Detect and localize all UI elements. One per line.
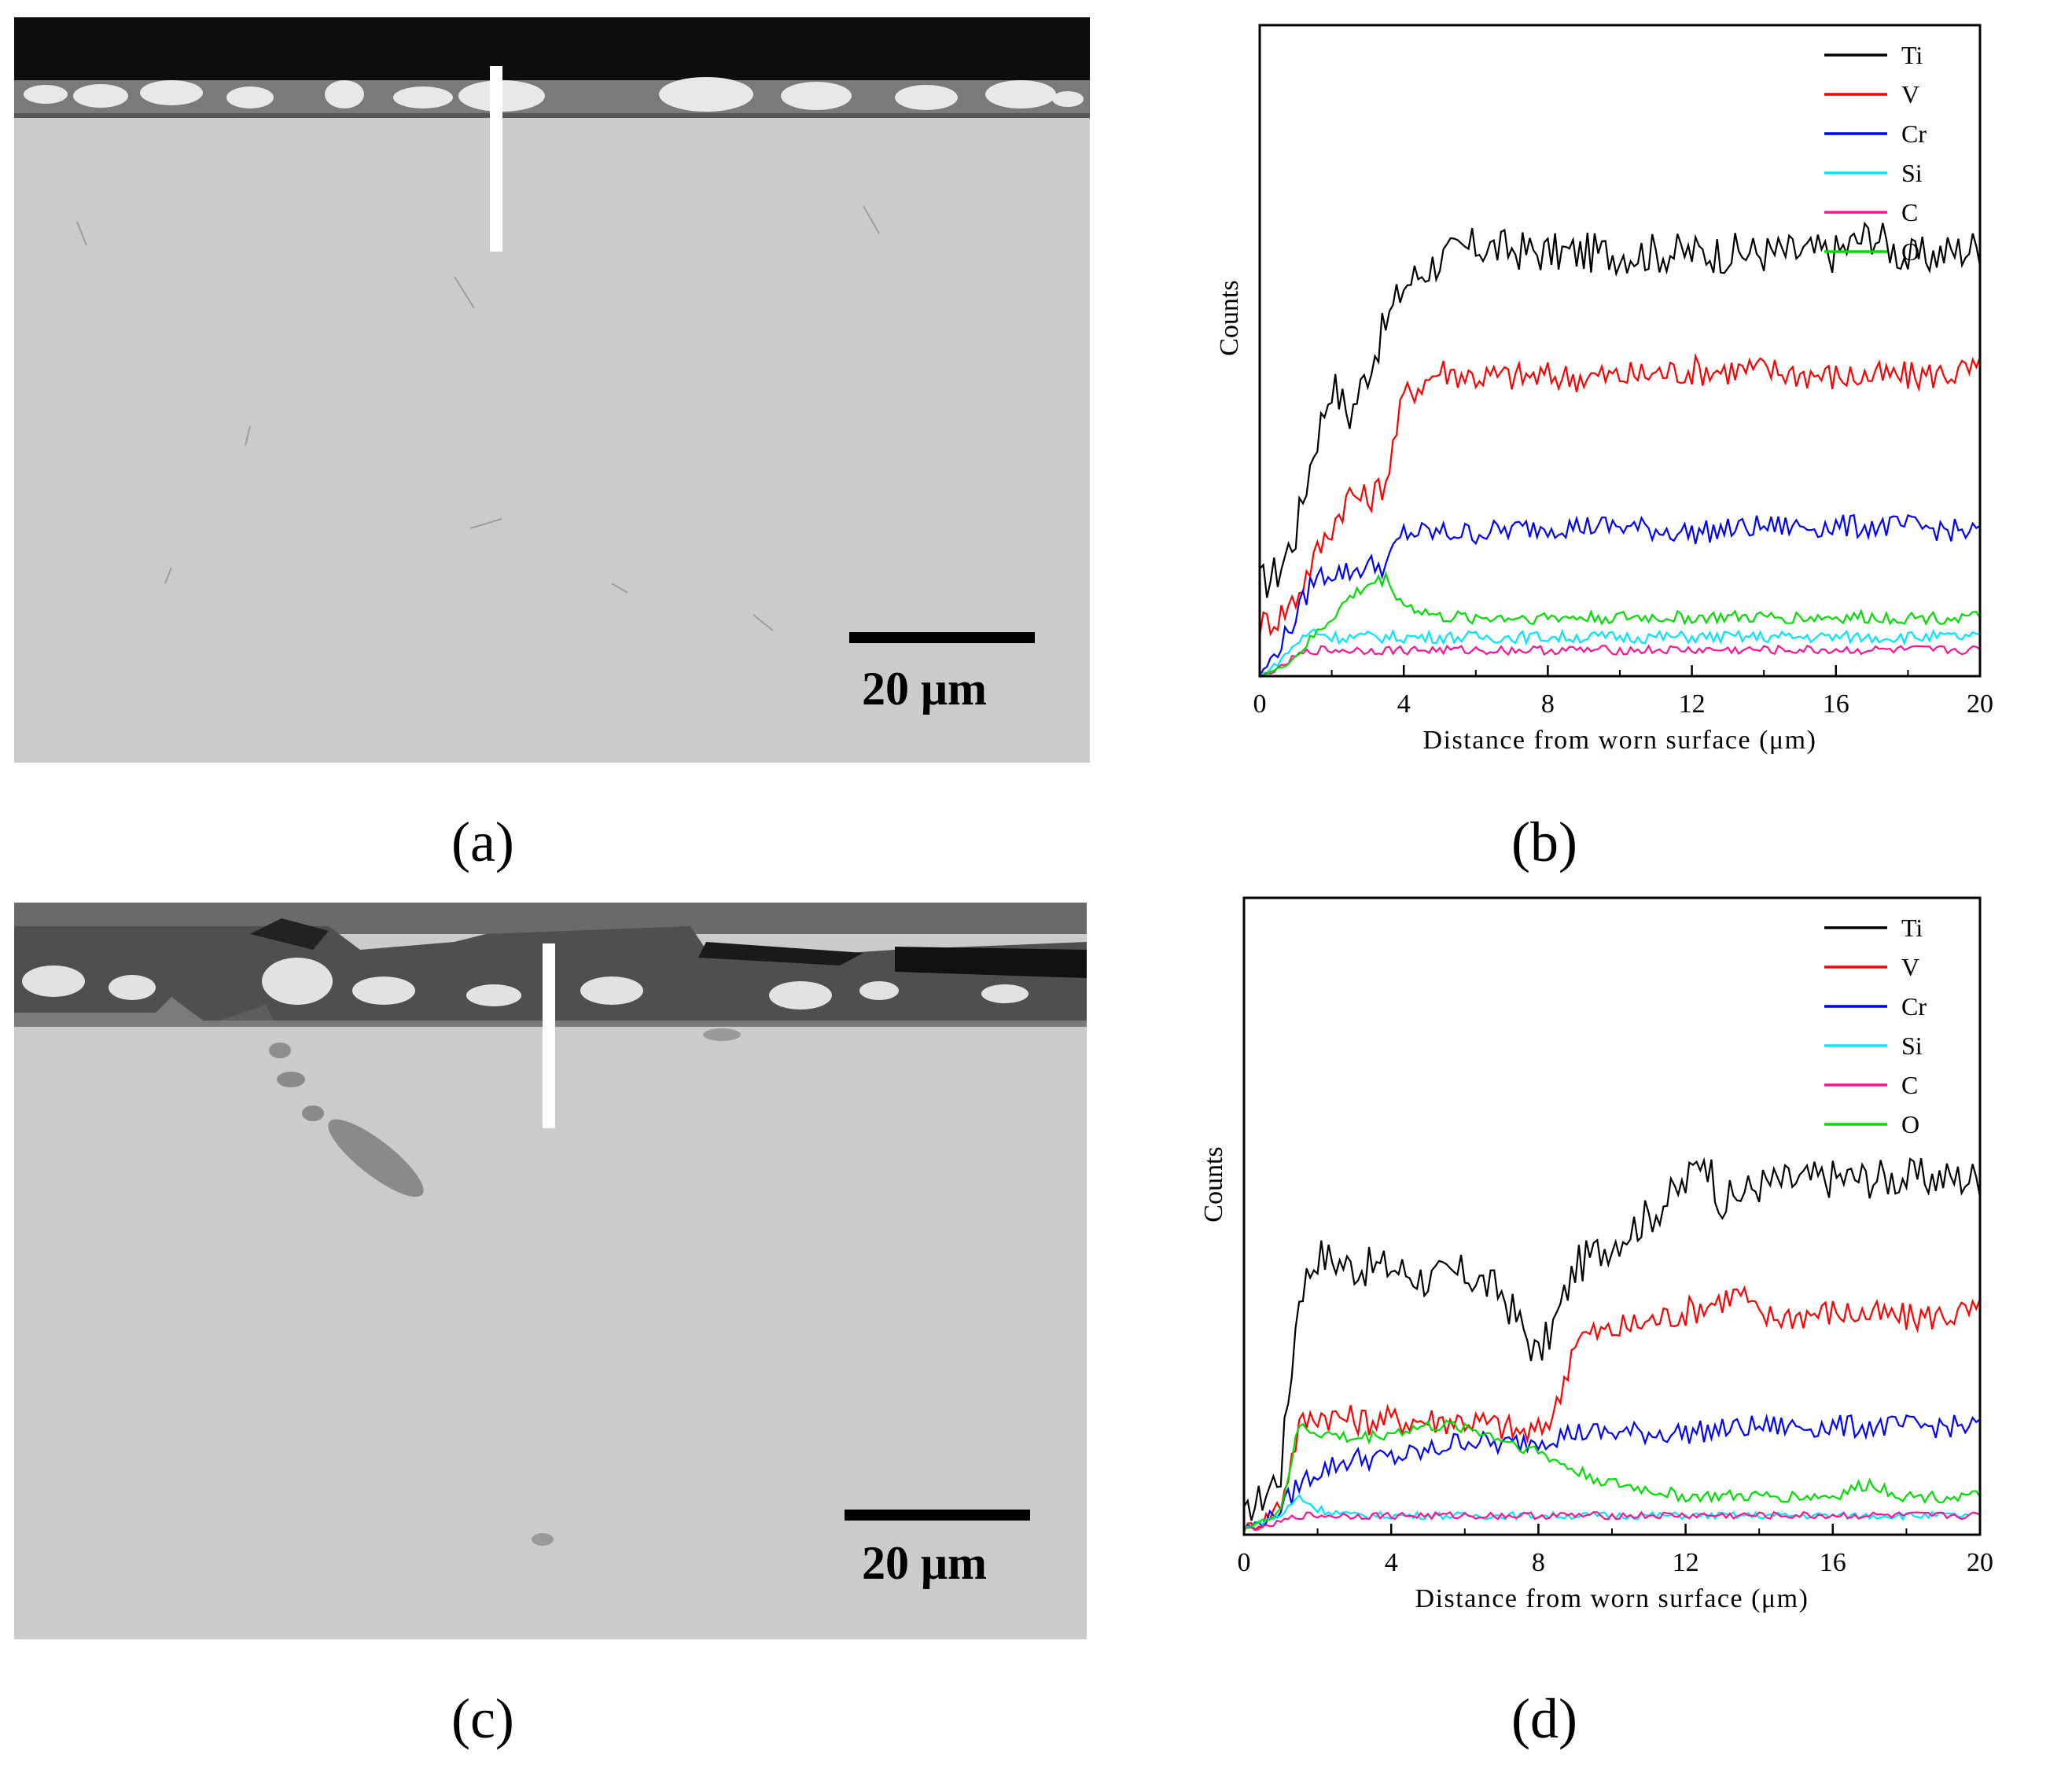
x-tick-label: 4 xyxy=(1385,1548,1398,1577)
x-tick-label: 12 xyxy=(1673,1548,1699,1577)
x-tick-label: 20 xyxy=(1967,1548,1993,1577)
scale-bar-c xyxy=(845,1510,1030,1521)
x-tick-label: 0 xyxy=(1238,1548,1251,1577)
scale-bar-label-a: 20 μm xyxy=(862,663,987,715)
chart-d: 0 4 8 12 16 20 Distance from worn surface (μm)… xyxy=(1199,896,1993,1613)
sem-image-a-graphic xyxy=(14,17,1090,763)
series-line-v xyxy=(1258,352,1982,637)
y-axis-label: Counts xyxy=(1199,1146,1228,1222)
legend-label-si: Si xyxy=(1901,159,1923,187)
plot-frame xyxy=(1258,24,1982,678)
sem-image-c-graphic xyxy=(14,903,1087,1639)
series-line-v xyxy=(1242,1285,1982,1533)
x-tick-label: 16 xyxy=(1820,1548,1846,1577)
sem-image-a: 20 μm xyxy=(14,17,1090,763)
series-line-si xyxy=(1259,627,1981,677)
legend-label-c: C xyxy=(1901,198,1918,226)
x-axis-label: Distance from worn surface (μm) xyxy=(1415,1584,1809,1613)
legend-label-o: O xyxy=(1901,237,1919,266)
linescan-marker-a xyxy=(490,66,502,252)
series-line-c xyxy=(1243,1510,1981,1532)
series-line-si xyxy=(1243,1493,1981,1529)
legend-label-v: V xyxy=(1901,953,1919,981)
x-tick-label: 8 xyxy=(1532,1548,1545,1577)
legend-label-cr: Cr xyxy=(1901,992,1927,1021)
x-axis-label: Distance from worn surface (μm) xyxy=(1423,726,1817,755)
x-tick-label: 20 xyxy=(1967,690,1993,719)
x-tick-label: 4 xyxy=(1397,690,1411,719)
scale-bar-label-c: 20 μm xyxy=(862,1537,987,1589)
x-tick-label: 8 xyxy=(1541,690,1555,719)
linescan-marker-c xyxy=(543,943,555,1128)
panel-label-c: (c) xyxy=(451,1687,514,1750)
legend-label-v: V xyxy=(1901,80,1919,108)
series-line-ti xyxy=(1259,221,1982,598)
scale-bar-a xyxy=(849,632,1035,643)
legend-label-ti: Ti xyxy=(1901,41,1923,69)
legend-label-o: O xyxy=(1901,1110,1919,1138)
legend-label-cr: Cr xyxy=(1901,120,1927,148)
series-line-cr xyxy=(1243,1413,1981,1530)
panel-label-b: (b) xyxy=(1511,811,1577,873)
series-line-o xyxy=(1243,1419,1981,1532)
x-tick-label: 16 xyxy=(1823,690,1849,719)
series-line-o xyxy=(1259,570,1981,679)
legend-label-c: C xyxy=(1901,1071,1918,1099)
series-line-c xyxy=(1259,644,1981,676)
y-axis-label: Counts xyxy=(1215,280,1244,355)
legend-label-ti: Ti xyxy=(1901,914,1923,942)
sem-image-c: 20 μm xyxy=(14,903,1087,1639)
x-tick-label: 0 xyxy=(1253,690,1267,719)
chart-b: 0 4 8 12 16 20 Distance from worn surface (μm)… xyxy=(1215,24,1993,755)
panel-label-a: (a) xyxy=(451,811,514,873)
x-tick-label: 12 xyxy=(1679,690,1706,719)
panel-label-d: (d) xyxy=(1511,1687,1577,1750)
series-line-ti xyxy=(1243,1157,1982,1521)
legend-label-si: Si xyxy=(1901,1032,1923,1060)
series-line-cr xyxy=(1259,513,1981,678)
